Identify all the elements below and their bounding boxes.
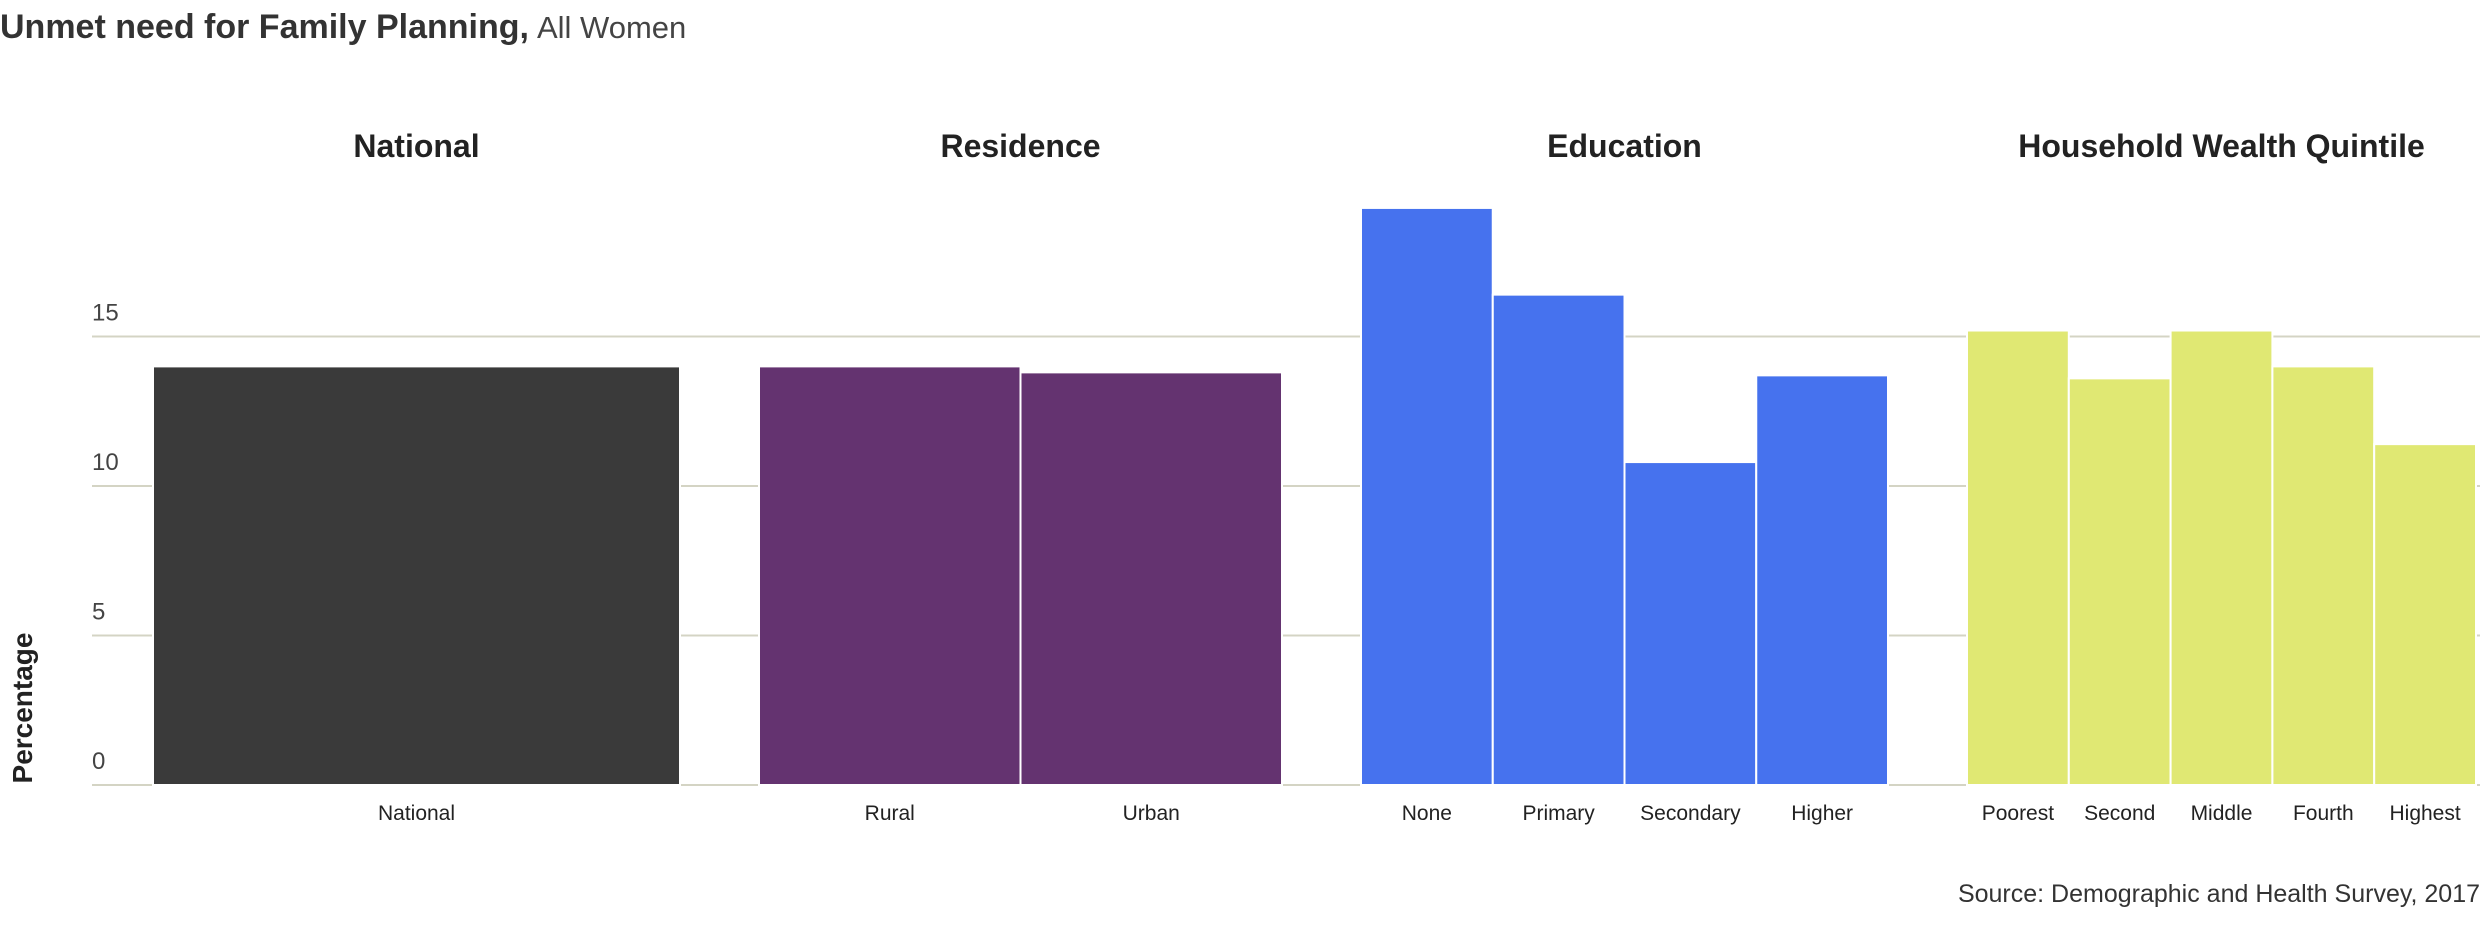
chart-subtitle: All Women bbox=[536, 10, 687, 45]
bar-middle bbox=[2169, 329, 2274, 786]
y-axis-title: Percentage bbox=[7, 633, 38, 784]
bar-primary bbox=[1491, 293, 1626, 786]
group-title: Residence bbox=[940, 128, 1100, 164]
x-tick-label: Rural bbox=[865, 802, 915, 825]
x-tick-label: Highest bbox=[2389, 802, 2460, 825]
group-title: Education bbox=[1547, 128, 1702, 164]
bar-urban bbox=[1019, 371, 1283, 786]
source-note: Source: Demographic and Health Survey, 2… bbox=[1957, 880, 2480, 908]
bar-rural bbox=[758, 365, 1022, 786]
y-tick-label: 15 bbox=[92, 300, 119, 327]
bar-poorest bbox=[1966, 329, 2070, 786]
bar-highest bbox=[2373, 443, 2477, 786]
chart-title-row: Unmet need for Family Planning, All Women bbox=[0, 8, 686, 47]
y-tick-label: 0 bbox=[92, 748, 105, 775]
bar-higher bbox=[1755, 374, 1889, 786]
x-tick-label: Higher bbox=[1791, 802, 1853, 825]
x-tick-label: Primary bbox=[1522, 802, 1595, 825]
x-tick-label: Fourth bbox=[2293, 802, 2354, 825]
y-tick-label: 5 bbox=[92, 599, 105, 626]
group-title: National bbox=[353, 128, 479, 164]
x-tick-label: None bbox=[1402, 802, 1452, 825]
bar-none bbox=[1360, 206, 1494, 786]
y-tick-label: 10 bbox=[92, 449, 119, 476]
x-tick-label: Secondary bbox=[1640, 802, 1741, 825]
x-tick-label: Second bbox=[2084, 802, 2155, 825]
bar-fourth bbox=[2271, 365, 2376, 786]
chart-title: Unmet need for Family Planning, bbox=[0, 8, 529, 46]
x-tick-label: Poorest bbox=[1982, 802, 2055, 825]
bar-second bbox=[2067, 377, 2172, 786]
bar-secondary bbox=[1623, 461, 1758, 786]
x-tick-label: Middle bbox=[2191, 802, 2253, 825]
x-tick-label: National bbox=[378, 802, 455, 825]
x-tick-label: Urban bbox=[1123, 802, 1180, 825]
bar-national bbox=[152, 365, 681, 786]
group-title: Household Wealth Quintile bbox=[2018, 128, 2425, 164]
